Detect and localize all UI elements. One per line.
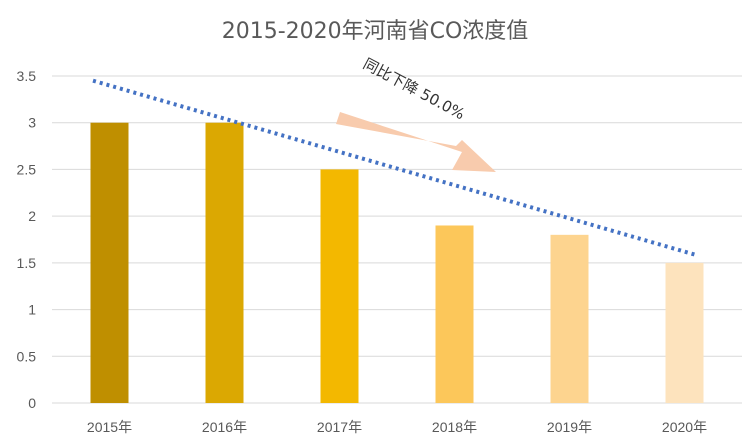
bar-2 [205,122,244,403]
y-tick-label: 3 [28,115,36,131]
decrease-arrow-icon [336,112,496,172]
x-tick-label: 2015年 [87,419,132,435]
y-tick-label: 1.5 [17,255,37,271]
y-tick-label: 0.5 [17,348,37,364]
bar-6 [665,262,704,403]
y-tick-label: 3.5 [17,68,37,84]
y-tick-label: 2 [28,208,36,224]
y-tick-label: 2.5 [17,161,37,177]
bar-3 [320,169,359,403]
y-axis: 0 0.5 1 1.5 2 2.5 3 3.5 [17,68,37,411]
bar-4 [435,225,474,403]
x-tick-label: 2020年 [662,419,707,435]
x-tick-label: 2016年 [202,419,247,435]
chart-title: 2015-2020年河南省CO浓度值 [222,19,529,44]
y-tick-label: 0 [28,395,36,411]
bar-layer [90,122,704,403]
x-axis: 2015年 2016年 2017年 2018年 2019年 2020年 [87,419,707,435]
bar-1 [90,122,129,403]
trendline [92,78,699,258]
y-tick-label: 1 [28,302,36,318]
decrease-annotation: 同比下降 50.0% [360,55,468,124]
x-tick-label: 2018年 [432,419,477,435]
x-tick-label: 2017年 [317,419,362,435]
bar-5 [550,234,589,403]
x-tick-label: 2019年 [547,419,592,435]
